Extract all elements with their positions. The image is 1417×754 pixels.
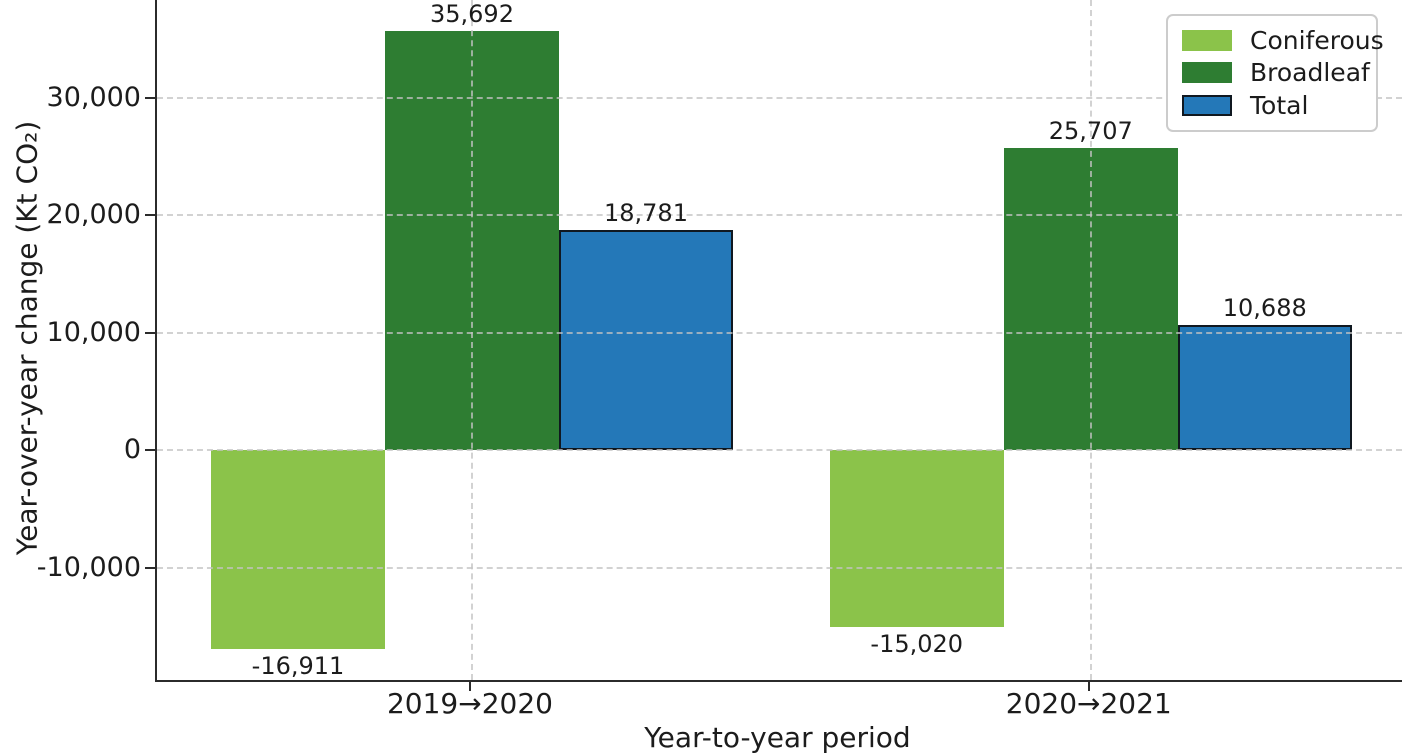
value-label: -16,911 xyxy=(251,652,345,681)
gridline-horizontal xyxy=(157,96,1402,99)
bar-coniferous-2 xyxy=(829,450,1004,627)
x-tick-label: 2020→2021 xyxy=(1005,687,1172,720)
x-tick-mark xyxy=(468,682,471,691)
legend-item-total: Total xyxy=(1182,91,1362,120)
y-tick-mark xyxy=(145,449,155,452)
value-label: 10,688 xyxy=(1222,293,1307,322)
legend-swatch-coniferous xyxy=(1182,29,1232,51)
gridline-horizontal xyxy=(157,449,1402,452)
y-tick-mark xyxy=(145,214,155,217)
legend-item-coniferous: Coniferous xyxy=(1182,26,1384,55)
x-axis-title: Year-to-year period xyxy=(644,721,911,754)
y-tick-label: 30,000 xyxy=(46,81,141,113)
value-label: 35,692 xyxy=(429,0,514,28)
legend: Coniferous Broadleaf Total xyxy=(1166,14,1384,132)
gridline-horizontal xyxy=(157,566,1402,569)
value-label: -15,020 xyxy=(870,629,964,658)
y-tick-label: 0 xyxy=(123,434,141,466)
bar-coniferous-1 xyxy=(210,450,385,650)
plot-area: -16,911 35,692 18,781 -15,020 25,707 10,688 xyxy=(155,0,1402,682)
value-label: 18,781 xyxy=(603,198,688,227)
y-tick-label: 20,000 xyxy=(46,199,141,231)
legend-label-total: Total xyxy=(1250,91,1309,121)
bar-total-2 xyxy=(1177,324,1352,451)
y-tick-label: 10,000 xyxy=(46,316,141,348)
x-tick-label: 2019→2020 xyxy=(386,687,553,720)
gridline-horizontal xyxy=(157,214,1402,217)
legend-swatch-total xyxy=(1182,95,1232,117)
gridline-vertical xyxy=(470,0,473,680)
y-tick-mark xyxy=(145,331,155,334)
legend-label-broadleaf: Broadleaf xyxy=(1250,58,1370,88)
gridline-horizontal xyxy=(157,331,1402,334)
legend-item-broadleaf: Broadleaf xyxy=(1182,58,1370,87)
value-label: 25,707 xyxy=(1048,117,1133,146)
legend-label-coniferous: Coniferous xyxy=(1250,25,1384,55)
y-tick-mark xyxy=(145,566,155,569)
legend-swatch-broadleaf xyxy=(1182,62,1232,84)
y-tick-label: -10,000 xyxy=(36,551,141,583)
y-tick-mark xyxy=(145,96,155,99)
x-tick-mark xyxy=(1087,682,1090,691)
gridline-vertical xyxy=(1089,0,1092,680)
y-axis-title: Year-over-year change (Kt CO₂) xyxy=(10,120,44,556)
bar-total-1 xyxy=(558,229,733,451)
